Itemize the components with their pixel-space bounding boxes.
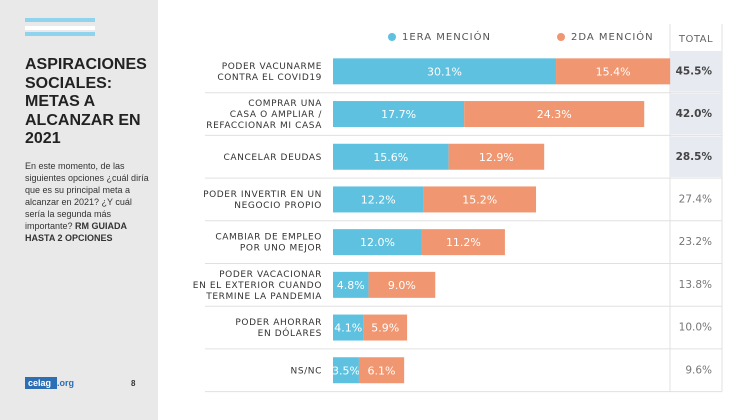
title-line: METAS A — [25, 93, 96, 110]
category-line: CAMBIAR DE EMPLEO — [215, 232, 322, 242]
category-label: PODER VACUNARME CONTRA EL COVID19 — [217, 61, 322, 82]
total-value: 28.5% — [676, 151, 713, 163]
total-value: 23.2% — [679, 236, 712, 248]
category-line: CANCELAR DEUDAS — [224, 152, 322, 162]
slide-title: ASPIRACIONES SOCIALES: METAS A ALCANZAR EN 2… — [25, 56, 147, 149]
total-value: 42.0% — [676, 108, 713, 120]
bar-segment — [333, 271, 369, 298]
total-value: 10.0% — [679, 322, 712, 334]
question-text: En este momento, de las siguientes opcio… — [25, 161, 149, 231]
total-value: 9.6% — [685, 364, 712, 376]
category-line: PODER VACUNARME — [222, 61, 322, 71]
question: En este momento, de las siguientes opcio… — [25, 160, 153, 244]
bar-segment — [368, 271, 436, 298]
title-line: 2021 — [25, 130, 61, 147]
flag-stripe — [25, 26, 95, 30]
category-line: EN EL EXTERIOR CUANDO — [193, 280, 322, 290]
value-label: 3.5% — [332, 364, 360, 377]
bar-segment — [333, 229, 422, 256]
category-label: PODER INVERTIR EN UN NEGOCIO PROPIO — [203, 189, 322, 210]
value-label: 4.8% — [337, 279, 365, 292]
total-value: 13.8% — [679, 279, 712, 291]
legend-swatch — [557, 33, 565, 41]
value-label: 12.0% — [360, 236, 395, 249]
category-line: NS/NC — [291, 366, 323, 376]
category-line: NEGOCIO PROPIO — [234, 200, 322, 210]
bar-segment — [448, 143, 545, 170]
title-line: ASPIRACIONES — [25, 56, 147, 73]
category-label: PODER AHORRAR EN DÓLARES — [235, 318, 322, 339]
page-number: 8 — [131, 379, 136, 388]
value-label: 12.9% — [479, 151, 514, 164]
left-panel: ASPIRACIONES SOCIALES: METAS A ALCANZAR EN 2… — [0, 0, 158, 420]
value-label: 4.1% — [334, 322, 362, 335]
value-label: 11.2% — [446, 236, 481, 249]
logo-main: celag — [25, 377, 58, 389]
value-label: 15.2% — [462, 193, 497, 206]
category-line: PODER VACACIONAR — [219, 269, 322, 279]
total-value: 27.4% — [679, 193, 712, 205]
value-label: 30.1% — [427, 65, 462, 78]
value-label: 24.3% — [537, 108, 572, 121]
bar-segment — [423, 186, 537, 213]
category-label: CAMBIAR DE EMPLEO POR UNO MEJOR — [215, 232, 322, 253]
category-line: TERMINE LA PANDEMIA — [205, 291, 322, 301]
logo-suffix: .org — [57, 378, 75, 388]
flag-stripe — [25, 32, 95, 36]
bar-segment — [333, 314, 364, 341]
bar-segment — [333, 58, 557, 85]
value-label: 12.2% — [361, 193, 396, 206]
category-line: COMPRAR UNA — [248, 99, 322, 109]
category-line: POR UNO MEJOR — [240, 243, 322, 253]
total-highlight — [670, 51, 722, 92]
bar-segment — [421, 229, 505, 256]
bar-segment — [333, 101, 465, 128]
value-label: 9.0% — [388, 279, 416, 292]
instruction: RM GUIADA HASTA 2 OPCIONES — [25, 221, 127, 243]
value-label: 17.7% — [381, 108, 416, 121]
value-label: 5.9% — [371, 322, 399, 335]
value-label: 6.1% — [368, 364, 396, 377]
category-label: COMPRAR UNA CASA O AMPLIAR / REFACCIONAR M… — [206, 99, 322, 131]
total-header: TOTAL — [678, 34, 713, 45]
category-line: CASA O AMPLIAR / — [230, 110, 323, 120]
category-label: CANCELAR DEUDAS — [224, 152, 322, 162]
bar-segment — [363, 314, 408, 341]
bar-segment — [464, 101, 645, 128]
value-label: 15.6% — [373, 151, 408, 164]
category-line: EN DÓLARES — [258, 327, 322, 339]
total-highlight — [670, 136, 722, 178]
bar-segment — [333, 357, 359, 384]
value-label: 15.4% — [596, 65, 631, 78]
category-line: CONTRA EL COVID19 — [217, 72, 322, 82]
total-value: 45.5% — [676, 65, 713, 77]
category-line: PODER INVERTIR EN UN — [203, 189, 322, 199]
total-highlight — [670, 93, 722, 135]
legend-swatch — [388, 33, 396, 41]
legend-label: 2DA MENCIÓN — [571, 30, 654, 43]
category-line: PODER AHORRAR — [235, 318, 322, 328]
flag-stripe — [25, 18, 95, 22]
category-label: NS/NC — [291, 366, 323, 376]
category-label: PODER VACACIONAR EN EL EXTERIOR CUANDO TER… — [193, 269, 322, 301]
title-line: ALCANZAR EN — [25, 111, 141, 129]
title-line: SOCIALES: — [25, 74, 113, 92]
bar-segment — [333, 186, 424, 213]
bar-segment — [556, 58, 671, 85]
logo: celag .org — [25, 377, 75, 389]
legend-label: 1ERA MENCIÓN — [402, 30, 491, 43]
bar-segment — [358, 357, 405, 384]
bar-segment — [333, 143, 449, 170]
category-line: REFACCIONAR MI CASA — [206, 121, 322, 131]
